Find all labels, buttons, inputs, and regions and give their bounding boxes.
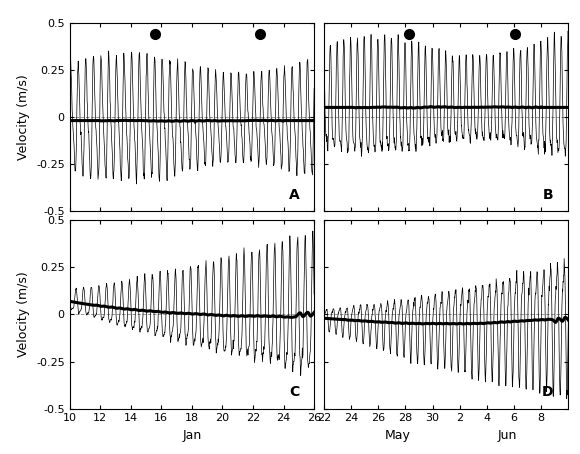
Y-axis label: Velocity (m/s): Velocity (m/s) <box>17 74 30 160</box>
X-axis label: Jan: Jan <box>182 429 201 442</box>
Text: Jun: Jun <box>498 429 517 442</box>
Text: D: D <box>542 385 554 399</box>
Text: C: C <box>289 385 299 399</box>
Text: A: A <box>289 188 299 202</box>
Text: B: B <box>543 188 554 202</box>
Text: May: May <box>385 429 410 442</box>
Y-axis label: Velocity (m/s): Velocity (m/s) <box>17 271 30 357</box>
